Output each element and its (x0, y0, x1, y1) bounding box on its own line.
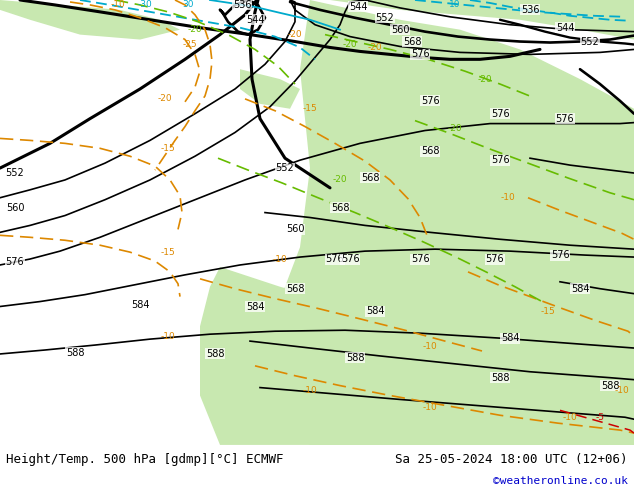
Text: 568: 568 (286, 284, 304, 294)
Text: 568: 568 (361, 173, 379, 183)
Polygon shape (0, 0, 180, 40)
Text: Height/Temp. 500 hPa [gdmp][°C] ECMWF: Height/Temp. 500 hPa [gdmp][°C] ECMWF (6, 453, 284, 466)
Text: -20: -20 (477, 74, 493, 84)
Text: 568: 568 (421, 147, 439, 156)
Text: -10: -10 (423, 403, 437, 412)
Text: 588: 588 (491, 373, 509, 383)
Text: 30: 30 (182, 0, 194, 9)
Text: -20: -20 (288, 30, 302, 39)
Text: 584: 584 (131, 299, 149, 310)
Text: 544: 544 (246, 15, 264, 25)
Polygon shape (260, 0, 634, 445)
Text: -25: -25 (183, 40, 197, 49)
Text: 536: 536 (233, 0, 251, 10)
Text: 576: 576 (491, 109, 509, 119)
Text: 544: 544 (556, 23, 574, 33)
Text: 576: 576 (6, 257, 24, 267)
Text: 576: 576 (555, 114, 574, 123)
Text: 560: 560 (391, 24, 410, 35)
Text: -10: -10 (501, 193, 515, 202)
Text: Sa 25-05-2024 18:00 UTC (12+06): Sa 25-05-2024 18:00 UTC (12+06) (395, 453, 628, 466)
Text: -20: -20 (333, 175, 347, 184)
Text: -15: -15 (302, 104, 318, 113)
Text: -20: -20 (448, 124, 462, 133)
Text: 588: 588 (346, 353, 365, 363)
Text: 576: 576 (491, 155, 509, 165)
Text: -5: -5 (595, 413, 604, 422)
Text: 552: 552 (581, 37, 599, 47)
Text: 584: 584 (246, 301, 264, 312)
Text: -20: -20 (188, 25, 202, 34)
Text: -20: -20 (368, 43, 382, 52)
Text: 536: 536 (521, 5, 540, 15)
Text: 576: 576 (411, 49, 429, 59)
Text: 576: 576 (551, 250, 569, 260)
Text: 568: 568 (331, 203, 349, 213)
Text: 576: 576 (340, 254, 359, 264)
Text: 544: 544 (349, 2, 367, 12)
Text: -30: -30 (138, 0, 152, 9)
Text: -15: -15 (541, 307, 555, 316)
Text: -15: -15 (160, 144, 176, 153)
Text: 552: 552 (276, 163, 294, 173)
Text: -10: -10 (302, 386, 318, 395)
Text: 588: 588 (601, 381, 619, 391)
Polygon shape (200, 267, 634, 445)
Text: -10: -10 (273, 254, 287, 264)
Polygon shape (240, 69, 300, 109)
Text: 576: 576 (326, 254, 344, 264)
Text: -10: -10 (562, 413, 578, 422)
Text: 552: 552 (375, 13, 394, 23)
Text: -20: -20 (158, 95, 172, 103)
Text: -10: -10 (110, 0, 126, 9)
Text: 588: 588 (206, 349, 224, 359)
Text: -20: -20 (343, 40, 358, 49)
Text: 568: 568 (403, 37, 421, 47)
Text: 10: 10 (450, 0, 461, 9)
Text: -10: -10 (614, 386, 630, 395)
Text: ©weatheronline.co.uk: ©weatheronline.co.uk (493, 476, 628, 486)
Text: 584: 584 (366, 306, 384, 317)
Text: 552: 552 (6, 168, 24, 178)
Text: 560: 560 (6, 203, 24, 213)
Text: -15: -15 (160, 247, 176, 257)
Text: 576: 576 (486, 254, 504, 264)
Text: -10: -10 (160, 332, 176, 341)
Text: 560: 560 (286, 224, 304, 234)
Text: 588: 588 (66, 348, 84, 358)
Text: 584: 584 (571, 284, 589, 294)
Text: 576: 576 (421, 96, 439, 106)
Text: 584: 584 (501, 333, 519, 343)
Text: 576: 576 (411, 254, 429, 264)
Text: -10: -10 (423, 342, 437, 350)
Polygon shape (330, 0, 634, 40)
